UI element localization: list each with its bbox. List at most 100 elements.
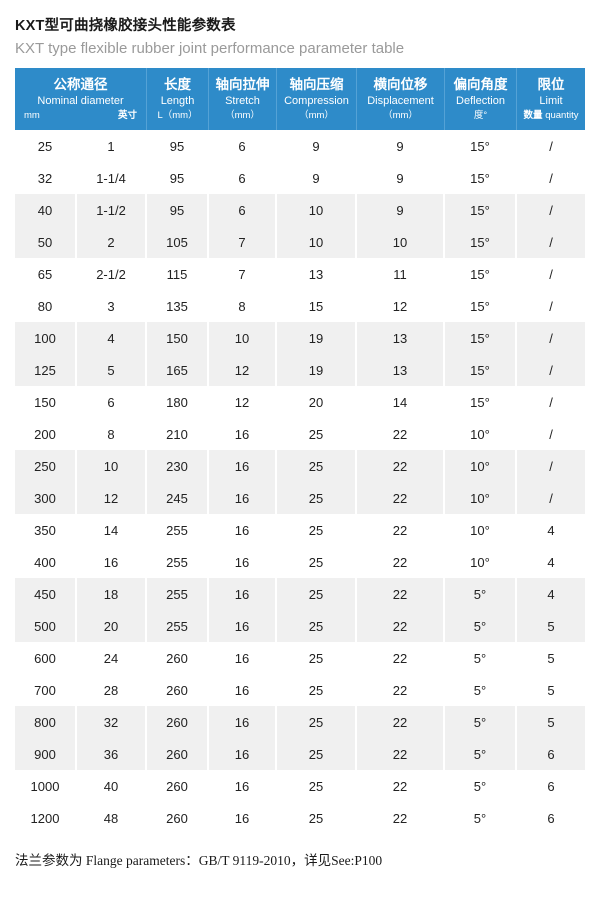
cell-length: 105 [147,226,210,258]
cell-dn_mm: 400 [15,546,77,578]
column-header-en: Stretch [225,94,260,107]
cell-deflection: 15° [445,322,518,354]
cell-deflection: 5° [445,738,518,770]
cell-deflection: 5° [445,578,518,610]
cell-compression: 25 [277,482,358,514]
cell-length: 115 [147,258,210,290]
unit-quantity-en: quantity [545,109,579,121]
cell-length: 95 [147,194,210,226]
specification-table: 公称通径 Nominal diameter mm 英寸 长度 Length L（… [15,68,586,834]
page-title-chinese: KXT型可曲挠橡胶接头性能参数表 [15,18,236,34]
cell-compression: 25 [277,674,358,706]
cell-displacement: 22 [357,802,446,834]
cell-compression: 25 [277,418,358,450]
cell-stretch: 6 [209,194,278,226]
cell-dn_inch: 1-1/4 [77,162,148,194]
column-header-zh: 长度 [164,76,192,92]
cell-dn_mm: 1000 [15,770,77,802]
cell-dn_mm: 600 [15,642,77,674]
column-header-en: Nominal diameter [37,94,124,107]
cell-length: 255 [147,514,210,546]
cell-stretch: 16 [209,738,278,770]
table-row: 40 1-1/2 95 6 10 9 15° / [15,194,586,226]
cell-compression: 10 [277,194,358,226]
cell-limit: 5 [517,706,586,738]
cell-compression: 25 [277,802,358,834]
cell-dn_mm: 100 [15,322,77,354]
cell-dn_mm: 40 [15,194,77,226]
cell-dn_mm: 50 [15,226,77,258]
cell-displacement: 9 [357,194,446,226]
page-title-english: KXT type flexible rubber joint performan… [15,40,405,57]
table-header-row: 公称通径 Nominal diameter mm 英寸 长度 Length L（… [15,68,586,130]
cell-stretch: 16 [209,450,278,482]
column-header-en: Limit [539,94,563,107]
cell-stretch: 12 [209,354,278,386]
table-row: 32 1-1/4 95 6 9 9 15° / [15,162,586,194]
cell-displacement: 9 [357,162,446,194]
cell-dn_inch: 6 [77,386,148,418]
cell-limit: 4 [517,546,586,578]
cell-dn_mm: 500 [15,610,77,642]
cell-compression: 25 [277,642,358,674]
cell-length: 260 [147,738,210,770]
cell-dn_inch: 2-1/2 [77,258,148,290]
cell-displacement: 12 [357,290,446,322]
cell-displacement: 22 [357,450,446,482]
cell-dn_mm: 1200 [15,802,77,834]
column-header-zh: 轴向压缩 [289,76,344,92]
table-row: 1200 48 260 16 25 22 5° 6 [15,802,586,834]
cell-stretch: 16 [209,642,278,674]
cell-limit: / [517,322,586,354]
table-row: 900 36 260 16 25 22 5° 6 [15,738,586,770]
cell-displacement: 22 [357,546,446,578]
cell-compression: 25 [277,450,358,482]
cell-dn_mm: 25 [15,130,77,162]
table-row: 150 6 180 12 20 14 15° / [15,386,586,418]
cell-deflection: 10° [445,482,518,514]
cell-limit: 6 [517,802,586,834]
table-row: 80 3 135 8 15 12 15° / [15,290,586,322]
cell-length: 210 [147,418,210,450]
table-row: 450 18 255 16 25 22 5° 4 [15,578,586,610]
cell-deflection: 5° [445,642,518,674]
cell-deflection: 10° [445,546,518,578]
cell-dn_inch: 32 [77,706,148,738]
cell-dn_inch: 16 [77,546,148,578]
cell-limit: / [517,386,586,418]
cell-dn_mm: 125 [15,354,77,386]
column-header-en: Displacement [367,94,434,107]
cell-limit: 5 [517,610,586,642]
table-row: 200 8 210 16 25 22 10° / [15,418,586,450]
cell-dn_inch: 8 [77,418,148,450]
column-header-en: Length [160,94,195,107]
cell-dn_mm: 800 [15,706,77,738]
column-header-zh: 限位 [537,76,565,92]
cell-dn_mm: 350 [15,514,77,546]
cell-compression: 13 [277,258,358,290]
cell-stretch: 16 [209,578,278,610]
cell-dn_inch: 12 [77,482,148,514]
table-header: 公称通径 Nominal diameter mm 英寸 长度 Length L（… [15,68,586,130]
cell-deflection: 15° [445,386,518,418]
cell-dn_mm: 150 [15,386,77,418]
cell-dn_mm: 900 [15,738,77,770]
cell-length: 260 [147,674,210,706]
cell-compression: 20 [277,386,358,418]
cell-compression: 19 [277,322,358,354]
column-header-units: mm 英寸 [16,109,145,122]
cell-compression: 25 [277,610,358,642]
unit-quantity-zh: 数量 [523,109,543,121]
column-header-nominal-diameter: 公称通径 Nominal diameter mm 英寸 [15,68,148,130]
cell-length: 180 [147,386,210,418]
cell-limit: / [517,450,586,482]
cell-dn_mm: 450 [15,578,77,610]
cell-compression: 25 [277,514,358,546]
cell-length: 95 [147,130,210,162]
cell-stretch: 6 [209,162,278,194]
cell-deflection: 10° [445,418,518,450]
cell-displacement: 9 [357,130,446,162]
cell-dn_inch: 28 [77,674,148,706]
column-header-unit: 度° [473,109,488,121]
